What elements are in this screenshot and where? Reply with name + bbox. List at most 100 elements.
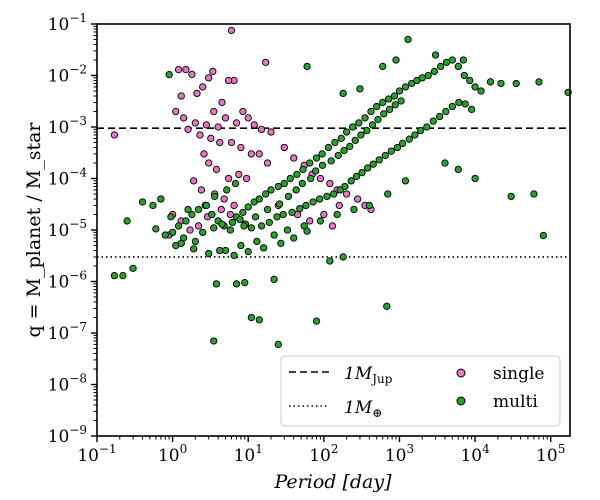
point-multi-44 (379, 98, 387, 107)
point-single-20 (221, 114, 230, 122)
point-multi-75 (507, 192, 515, 201)
point-single-26 (267, 128, 275, 136)
point-single-7 (209, 67, 217, 76)
y-axis-label: q = M_planet / M_star (23, 122, 45, 338)
point-multi-135 (455, 98, 463, 107)
point-single-24 (250, 121, 258, 129)
point-single-34 (255, 150, 263, 158)
point-single-36 (200, 150, 208, 158)
point-multi-3 (123, 217, 131, 225)
point-multi-145 (247, 313, 256, 322)
point-multi-61 (477, 87, 485, 95)
point-single-5 (199, 83, 207, 91)
point-single-40 (235, 170, 243, 179)
point-single-30 (216, 138, 224, 147)
point-single-46 (230, 201, 238, 210)
point-multi-46 (390, 92, 399, 100)
point-multi-109 (296, 204, 304, 213)
point-multi-38 (342, 128, 351, 136)
point-multi-47 (395, 87, 404, 95)
y-tick-label-6: 10−3 (48, 114, 87, 138)
point-multi-69 (339, 89, 347, 98)
point-multi-56 (448, 56, 456, 64)
point-multi-0 (110, 271, 119, 280)
point-single-60 (186, 226, 194, 234)
x-tick-label-4: 103 (385, 442, 414, 466)
point-multi-70 (486, 78, 495, 86)
point-multi-146 (274, 340, 282, 349)
point-multi-76 (530, 190, 538, 198)
point-multi-120 (364, 164, 372, 172)
legend-box (280, 355, 561, 427)
point-multi-133 (442, 107, 450, 116)
point-multi-30 (293, 170, 301, 179)
point-multi-134 (448, 102, 456, 111)
point-multi-167 (263, 205, 272, 214)
point-multi-126 (398, 139, 407, 148)
point-single-69 (306, 217, 314, 225)
point-multi-179 (351, 136, 359, 145)
point-multi-90 (253, 237, 261, 246)
point-multi-4 (138, 198, 147, 206)
point-multi-35 (324, 143, 333, 152)
point-single-19 (214, 123, 222, 131)
point-multi-148 (212, 280, 221, 288)
point-multi-176 (334, 151, 342, 160)
point-multi-79 (441, 159, 449, 167)
point-multi-58 (460, 71, 468, 80)
point-multi-132 (435, 112, 444, 121)
point-multi-19 (226, 226, 234, 234)
x-tick-label-6: 105 (536, 442, 565, 466)
y-tick-label-8: 10−1 (48, 11, 87, 35)
point-multi-39 (348, 123, 357, 131)
point-multi-84 (350, 205, 358, 214)
point-single-3 (188, 70, 196, 79)
point-multi-37 (337, 134, 345, 143)
point-multi-184 (380, 110, 388, 118)
point-single-51 (316, 174, 325, 183)
x-axis: 10−1 100 101 102 103 104 105 (77, 436, 565, 466)
point-multi-101 (236, 215, 244, 224)
x-axis-label-italic: Period [day] (273, 471, 392, 493)
point-single-31 (227, 138, 236, 147)
legend-earth-label: 1M⊕ (344, 398, 382, 420)
point-multi-169 (284, 192, 293, 201)
point-multi-165 (240, 222, 248, 230)
point-multi-124 (387, 147, 395, 155)
point-multi-6 (157, 195, 165, 203)
y-tick-label-1: 10−8 (48, 372, 87, 396)
point-multi-29 (286, 174, 294, 183)
point-multi-94 (191, 237, 200, 246)
point-multi-173 (312, 167, 320, 175)
x-tick-label-0: 10−1 (77, 442, 116, 466)
point-multi-106 (273, 213, 281, 221)
point-multi-178 (346, 142, 354, 151)
point-multi-59 (466, 76, 474, 85)
point-multi-161 (230, 251, 238, 260)
point-multi-72 (512, 79, 520, 88)
point-multi-42 (367, 107, 375, 116)
point-multi-172 (307, 174, 315, 183)
legend-single-marker (456, 368, 466, 378)
point-multi-117 (347, 177, 355, 185)
point-single-27 (184, 125, 192, 134)
x-tick-label-1: 100 (158, 442, 187, 466)
point-multi-140 (231, 179, 240, 188)
point-multi-147 (210, 337, 218, 345)
point-single-2 (182, 65, 190, 74)
point-multi-89 (270, 231, 278, 239)
point-multi-104 (257, 222, 266, 230)
point-single-6 (205, 74, 213, 82)
point-multi-137 (467, 105, 476, 114)
point-multi-26 (267, 186, 275, 194)
point-multi-11 (174, 222, 183, 230)
point-multi-152 (339, 253, 347, 261)
y-tick-label-4: 10−5 (48, 217, 87, 241)
point-multi-31 (299, 165, 307, 174)
point-single-12 (177, 92, 185, 100)
point-multi-151 (326, 257, 334, 265)
y-tick-label-0: 10−9 (48, 423, 87, 447)
point-multi-80 (454, 165, 462, 174)
point-multi-183 (374, 115, 382, 124)
point-multi-67 (303, 62, 311, 71)
